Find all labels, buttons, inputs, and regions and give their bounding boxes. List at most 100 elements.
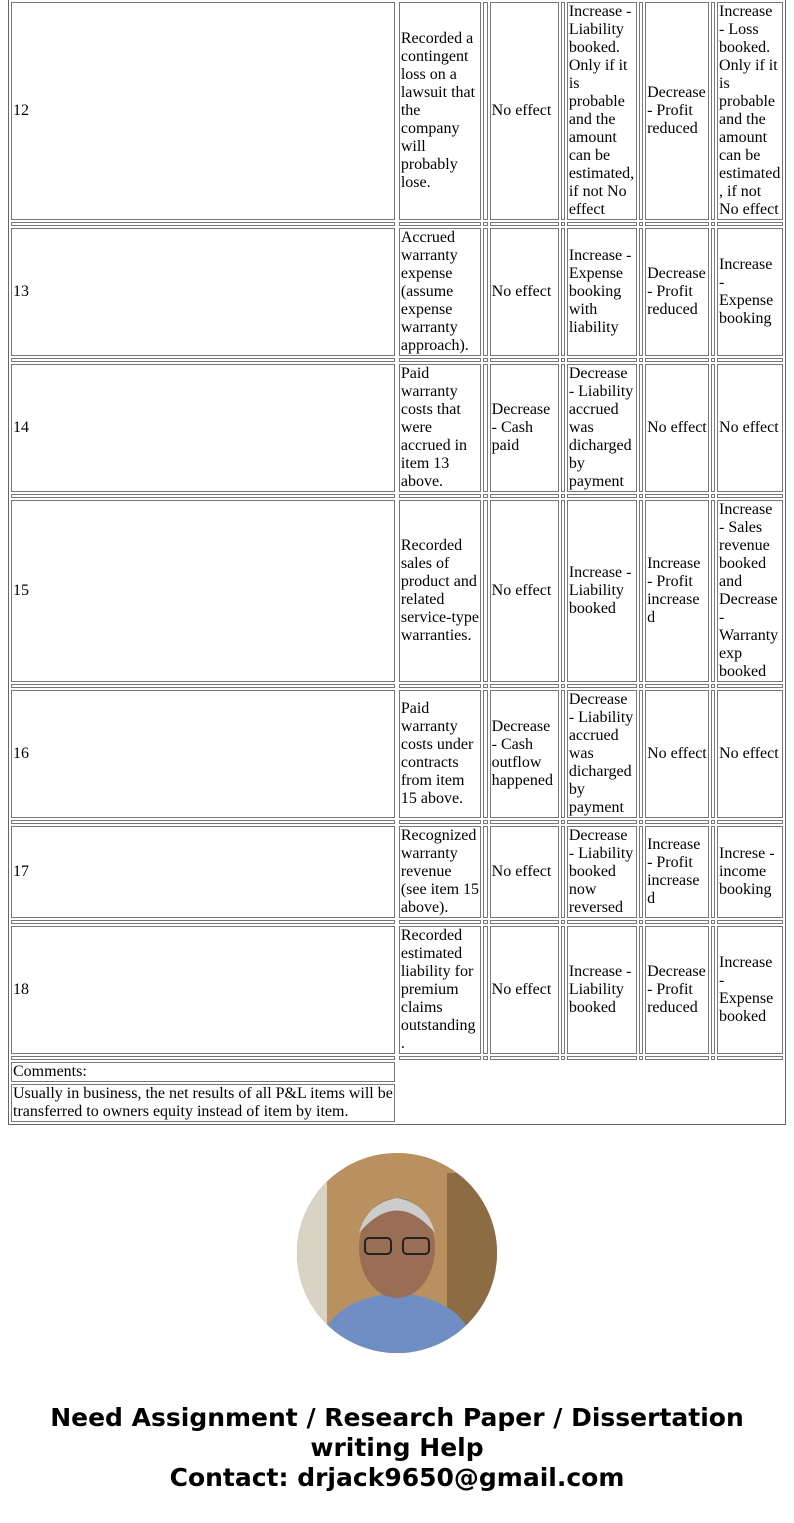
spacer-cell — [483, 926, 488, 1054]
empty-cell — [397, 1084, 783, 1122]
spacer-cell — [710, 820, 716, 824]
spacer-cell — [638, 494, 644, 498]
effect-column-3: No effect — [645, 690, 709, 818]
effect-column-3: Decrease - Profit reduced — [645, 228, 709, 356]
spacer-cell — [560, 684, 565, 688]
spacer-row — [11, 820, 783, 824]
spacer-cell — [638, 222, 644, 226]
item-number: 12 — [11, 2, 395, 220]
spacer-cell — [398, 1056, 482, 1060]
spacer-cell — [638, 690, 644, 818]
comments-row: Comments: — [11, 1062, 783, 1082]
spacer-cell — [710, 1056, 716, 1060]
spacer-cell — [638, 500, 644, 682]
transaction-description: Recorded estimated liability for premium… — [398, 926, 482, 1054]
spacer-cell — [398, 222, 482, 226]
item-number: 15 — [11, 500, 395, 682]
spacer-cell — [638, 684, 644, 688]
spacer-cell — [11, 494, 395, 498]
spacer-cell — [710, 690, 716, 818]
spacer-cell — [717, 1056, 783, 1060]
spacer-row — [11, 920, 783, 924]
effect-column-2: Decrease - Liability booked now reversed — [566, 826, 637, 918]
spacer-cell — [489, 494, 559, 498]
spacer-cell — [11, 358, 395, 362]
effect-column-2: Increase - Liability booked — [566, 500, 637, 682]
effect-column-4: Increse - income booking — [717, 826, 783, 918]
transaction-description: Accrued warranty expense (assume expense… — [398, 228, 482, 356]
spacer-cell — [638, 920, 644, 924]
table-row: 15 Recorded sales of product and related … — [11, 500, 783, 682]
spacer-cell — [717, 920, 783, 924]
spacer-cell — [560, 820, 565, 824]
spacer-cell — [638, 926, 644, 1054]
spacer-cell — [483, 364, 488, 492]
spacer-cell — [566, 820, 637, 824]
promo-headline: Need Assignment / Research Paper / Disse… — [50, 1403, 744, 1462]
spacer-cell — [638, 1056, 644, 1060]
spacer-cell — [483, 358, 488, 362]
spacer-cell — [483, 820, 488, 824]
effect-column-4: Increase - Sales revenue booked and Decr… — [717, 500, 783, 682]
spacer-cell — [638, 228, 644, 356]
spacer-cell — [483, 1056, 488, 1060]
spacer-cell — [560, 228, 565, 356]
spacer-cell — [710, 364, 716, 492]
spacer-cell — [710, 494, 716, 498]
spacer-cell — [489, 820, 559, 824]
empty-cell — [397, 1062, 783, 1082]
spacer-cell — [483, 222, 488, 226]
spacer-cell — [483, 2, 488, 220]
spacer-cell — [11, 920, 395, 924]
spacer-cell — [566, 494, 637, 498]
comments-row: Usually in business, the net results of … — [11, 1084, 783, 1122]
spacer-cell — [489, 358, 559, 362]
spacer-cell — [638, 826, 644, 918]
effect-column-3: Decrease - Profit reduced — [645, 2, 709, 220]
transaction-description: Recognized warranty revenue (see item 15… — [398, 826, 482, 918]
spacer-row — [11, 494, 783, 498]
spacer-cell — [560, 500, 565, 682]
effect-column-1: No effect — [489, 926, 559, 1054]
spacer-cell — [398, 494, 482, 498]
spacer-cell — [638, 358, 644, 362]
comments-label: Comments: — [11, 1062, 395, 1082]
transaction-description: Paid warranty costs that were accrued in… — [398, 364, 482, 492]
spacer-cell — [566, 684, 637, 688]
effect-column-4: Increase - Expense booked — [717, 926, 783, 1054]
spacer-row — [11, 684, 783, 688]
effect-column-3: Decrease - Profit reduced — [645, 926, 709, 1054]
spacer-cell — [398, 684, 482, 688]
spacer-cell — [560, 926, 565, 1054]
spacer-cell — [483, 494, 488, 498]
spacer-cell — [710, 926, 716, 1054]
spacer-cell — [638, 820, 644, 824]
effect-column-1: No effect — [489, 228, 559, 356]
spacer-cell — [489, 920, 559, 924]
effect-column-1: No effect — [489, 826, 559, 918]
answer-table-container: 12 Recorded a contingent loss on a lawsui… — [8, 0, 786, 1125]
item-number: 17 — [11, 826, 395, 918]
answer-table: 12 Recorded a contingent loss on a lawsui… — [9, 0, 785, 1124]
effect-column-4: No effect — [717, 364, 783, 492]
spacer-cell — [638, 2, 644, 220]
spacer-cell — [11, 222, 395, 226]
spacer-cell — [710, 684, 716, 688]
spacer-cell — [717, 684, 783, 688]
promo-contact: Contact: drjack9650@gmail.com — [169, 1463, 625, 1492]
spacer-cell — [398, 358, 482, 362]
table-row: 12 Recorded a contingent loss on a lawsui… — [11, 2, 783, 220]
spacer-cell — [560, 2, 565, 220]
spacer-cell — [645, 820, 709, 824]
spacer-cell — [489, 222, 559, 226]
effect-column-2: Decrease - Liability accrued was dicharg… — [566, 364, 637, 492]
effect-column-2: Increase - Expense booking with liabilit… — [566, 228, 637, 356]
spacer-cell — [717, 494, 783, 498]
spacer-row — [11, 358, 783, 362]
spacer-cell — [638, 364, 644, 492]
table-row: 17 Recognized warranty revenue (see item … — [11, 826, 783, 918]
spacer-cell — [398, 920, 482, 924]
spacer-cell — [483, 826, 488, 918]
effect-column-3: No effect — [645, 364, 709, 492]
spacer-cell — [710, 826, 716, 918]
